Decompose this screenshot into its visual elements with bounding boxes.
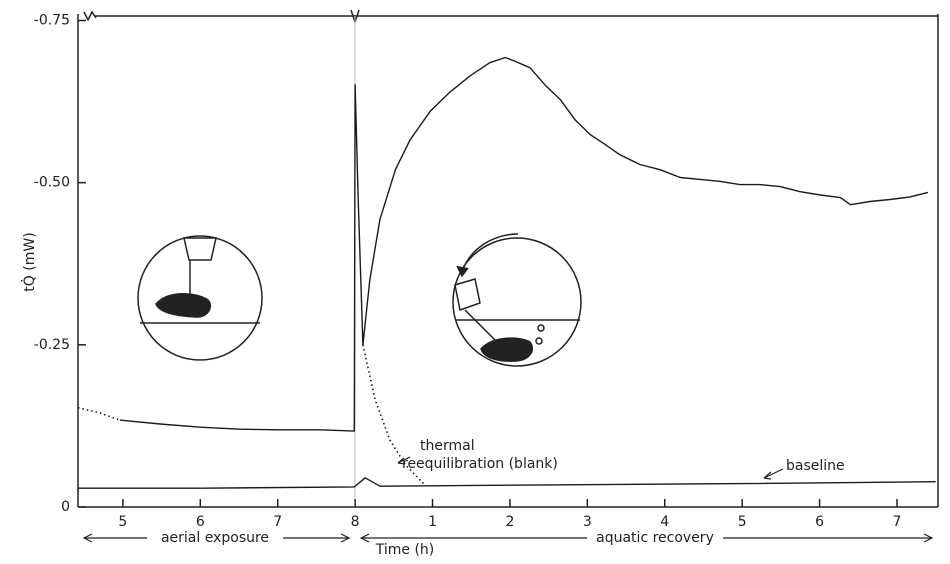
annotation-pointers [397,456,784,480]
y-tick-label: 0 [61,499,70,515]
phase-label-bg [587,529,723,547]
arrow-head [923,533,934,543]
phase-label-bg [147,529,283,547]
arrow-head [340,533,351,543]
y-tick-label: -0.75 [34,12,70,28]
x-tick-label: 4 [660,514,669,530]
annotation: thermal [420,438,475,454]
y-axis-label: tQ̇ (mW) [21,232,38,291]
phase-label: aerial exposure [161,530,269,546]
arrow-head [359,533,370,543]
schematic-aerial [137,235,263,361]
x-tick-label: 2 [505,514,514,530]
x-tick-label: 5 [118,514,127,530]
x-tick-label: 7 [893,514,902,530]
x-tick-label: 5 [738,514,747,530]
x-tick-label: 7 [273,514,282,530]
data-line [362,344,426,486]
y-tick-label: -0.25 [34,337,70,353]
annotation: baseline [786,458,845,474]
data-line [78,477,936,489]
axis-break [83,10,97,22]
x-axis-label: Time (h) [375,542,435,558]
x-tick-label: 3 [583,514,592,530]
x-tick-label: 6 [196,514,205,530]
data-line [119,56,929,432]
data-line [77,407,121,421]
phase-label: aquatic recovery [596,530,714,546]
x-tick-label: 6 [815,514,824,530]
arrow-head [82,533,93,543]
x-tick-label: 1 [428,514,437,530]
y-tick-label: -0.50 [34,175,70,191]
schematic-aquatic [452,233,582,367]
x-tick-label: 8 [351,514,360,530]
annotation: reequilibration (blank) [402,456,558,472]
